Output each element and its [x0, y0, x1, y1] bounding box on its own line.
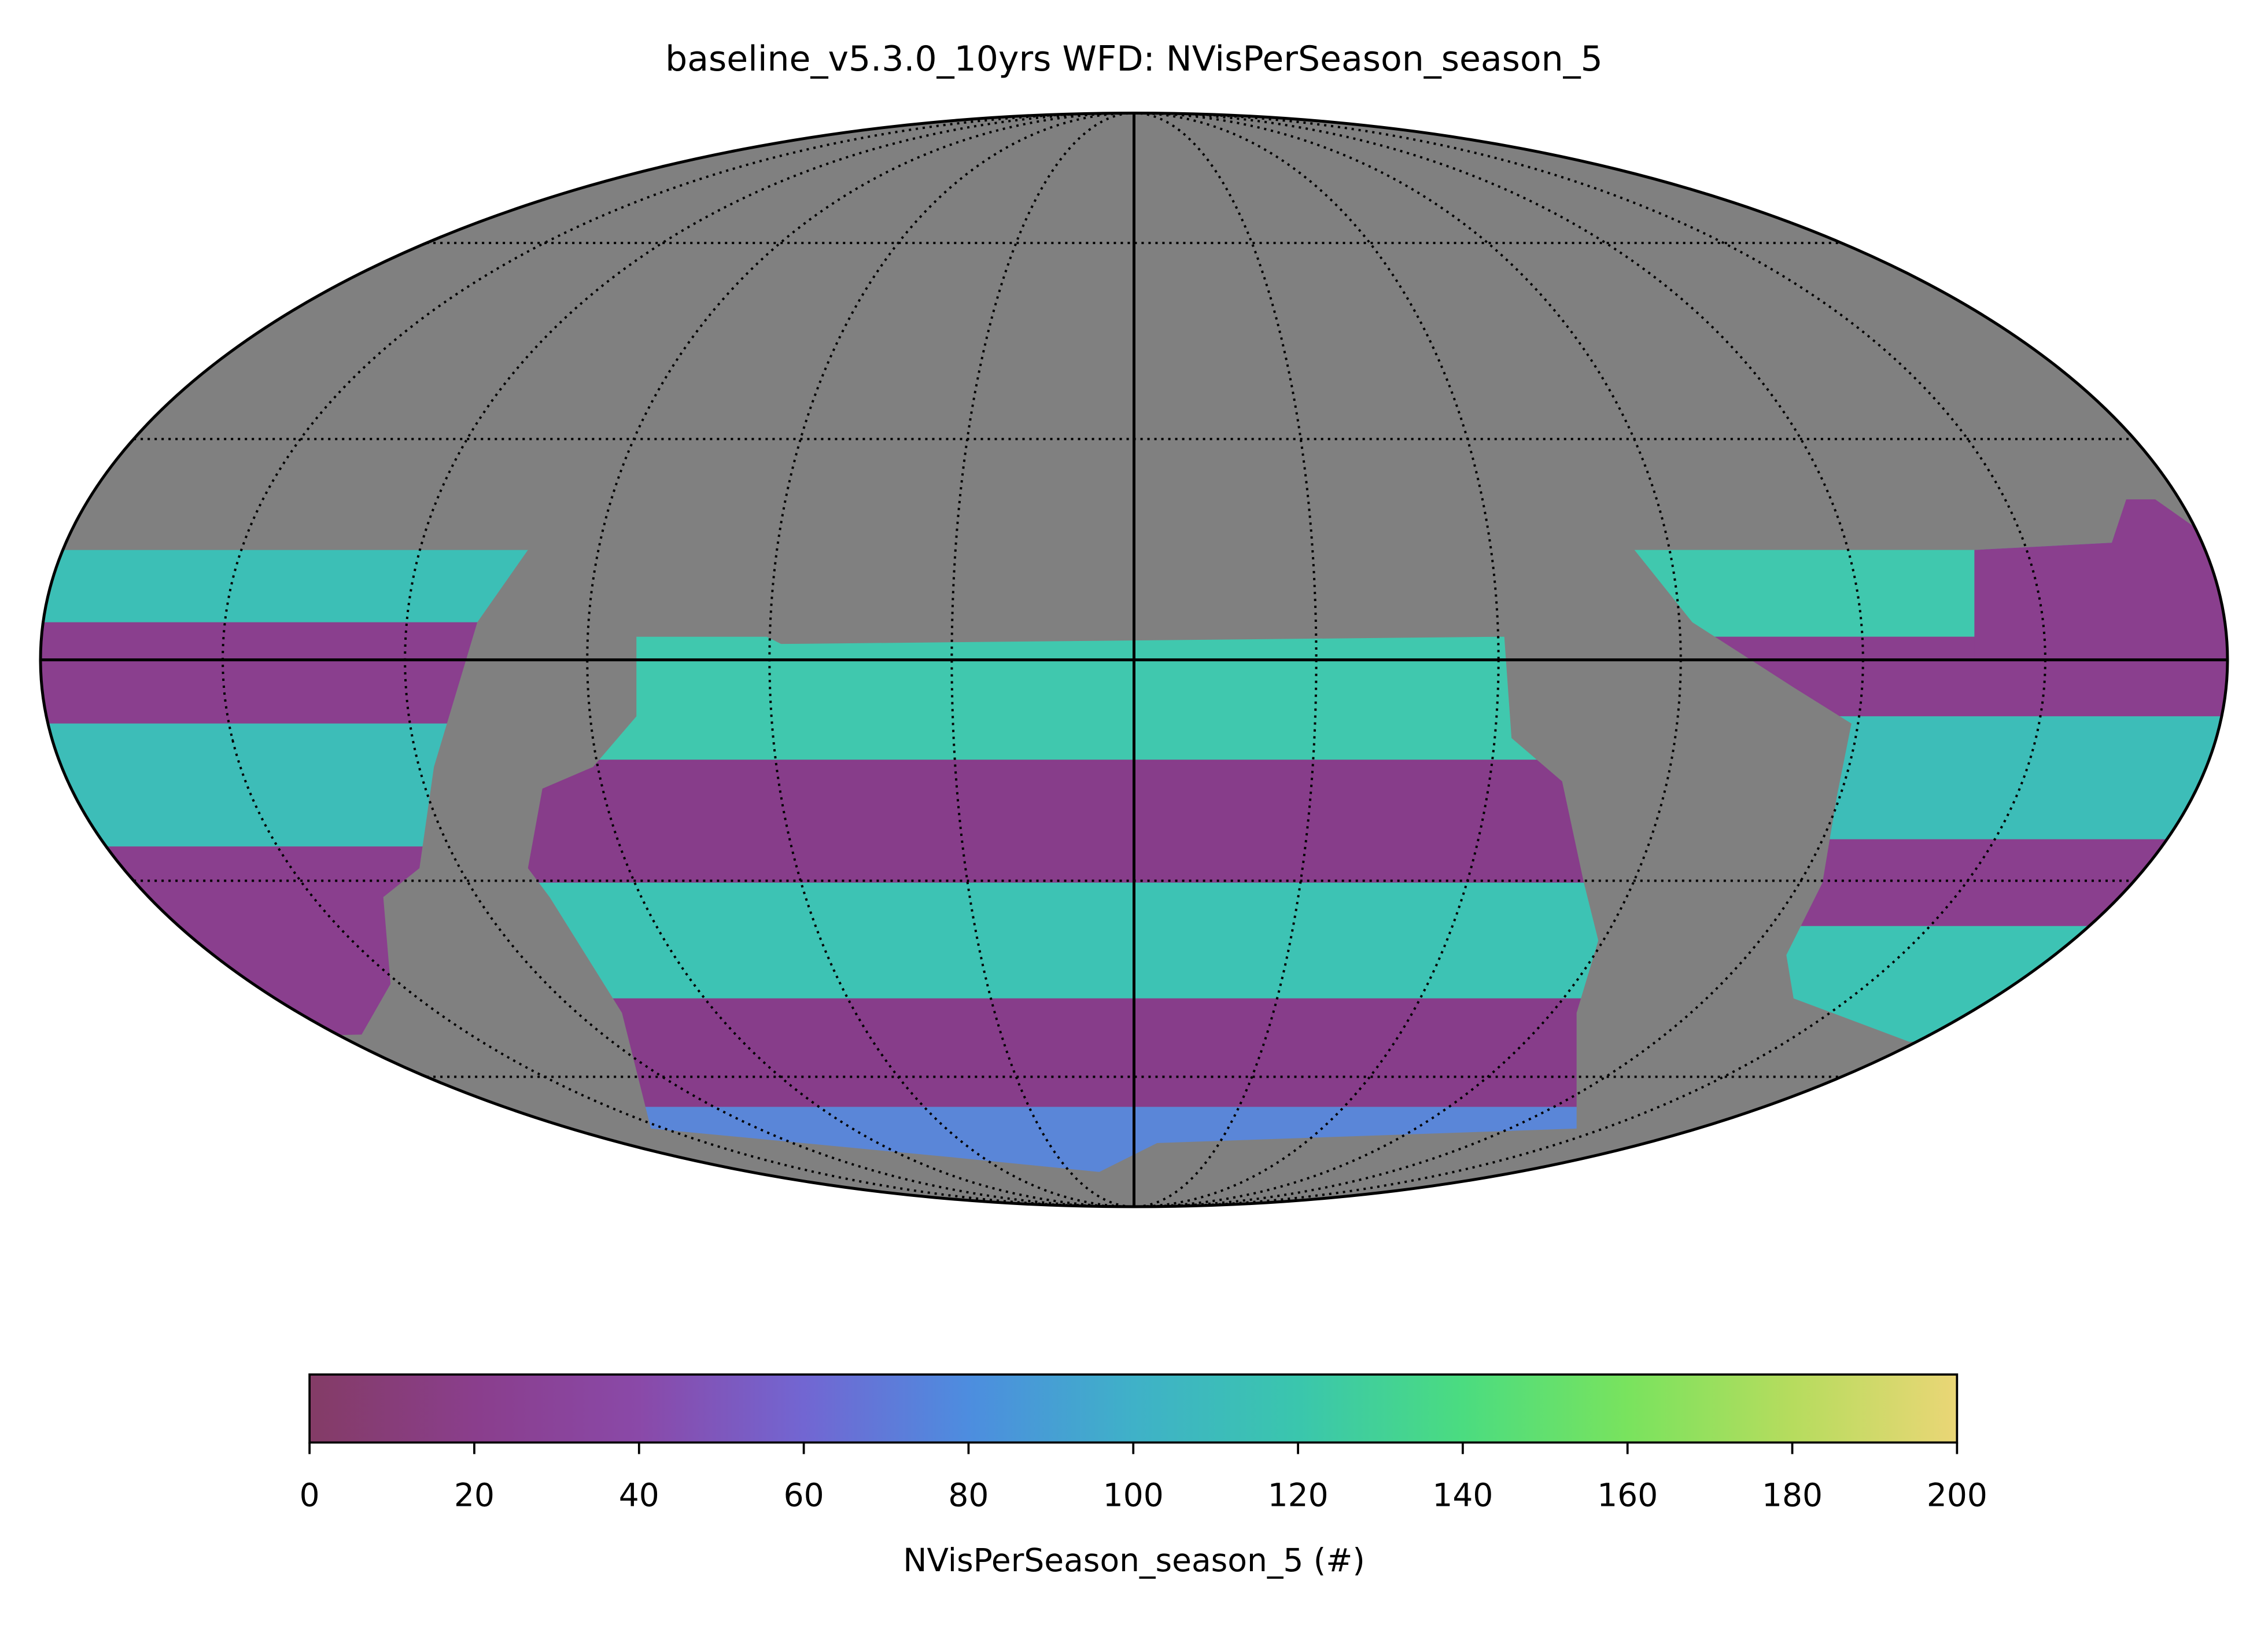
colorbar-label: NVisPerSeason_season_5 (#)	[903, 1542, 1365, 1579]
colorbar-axis: 0 20 40 60 80 100 120 140 160 180 200	[300, 1442, 1987, 1514]
colorbar-tick-label: 20	[454, 1477, 495, 1514]
colorbar-tick-label: 200	[1927, 1477, 1987, 1514]
colorbar-tick-label: 0	[300, 1477, 320, 1514]
colorbar-tick-label: 60	[784, 1477, 824, 1514]
colorbar-tick-label: 160	[1597, 1477, 1658, 1514]
colorbar-tick-label: 80	[948, 1477, 989, 1514]
colorbar-tick-label: 100	[1103, 1477, 1164, 1514]
colorbar-tick-label: 140	[1432, 1477, 1493, 1514]
colorbar-tick-label: 40	[619, 1477, 659, 1514]
colorbar-tick-label: 120	[1268, 1477, 1329, 1514]
colorbar-tick-label: 180	[1762, 1477, 1823, 1514]
colorbar	[308, 1373, 1959, 1444]
chart-title: baseline_v5.3.0_10yrs WFD: NVisPerSeason…	[665, 39, 1603, 79]
footprint-center	[528, 636, 1599, 1172]
